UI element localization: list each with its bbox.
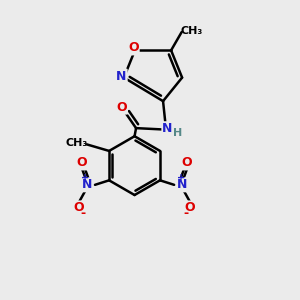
Text: CH₃: CH₃: [180, 26, 202, 36]
Text: +: +: [81, 173, 89, 183]
Text: O: O: [182, 156, 192, 170]
Text: N: N: [177, 178, 188, 191]
Text: N: N: [116, 70, 127, 83]
Text: H: H: [173, 128, 182, 138]
Text: -: -: [184, 207, 189, 220]
Text: N: N: [81, 178, 92, 191]
Text: O: O: [77, 156, 87, 170]
Text: O: O: [116, 100, 127, 114]
Text: N: N: [162, 122, 173, 135]
Text: -: -: [80, 207, 85, 220]
Text: O: O: [74, 201, 84, 214]
Text: O: O: [128, 41, 139, 54]
Text: CH₃: CH₃: [66, 138, 88, 148]
Text: +: +: [177, 173, 185, 183]
Text: O: O: [185, 201, 195, 214]
